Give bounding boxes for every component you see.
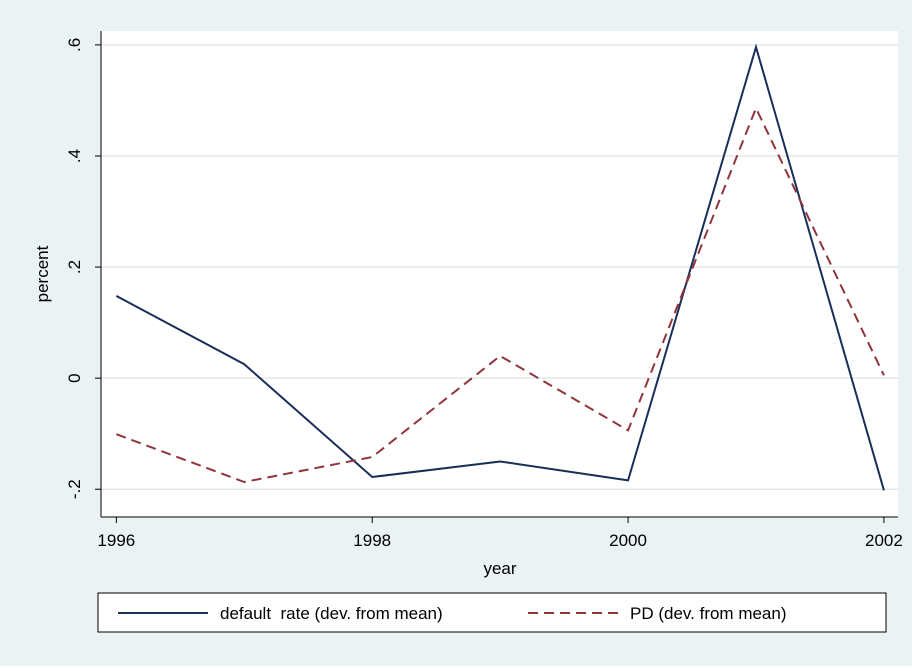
x-tick-label: 2000 <box>609 531 647 550</box>
x-tick-label: 1998 <box>353 531 391 550</box>
x-axis-label: year <box>483 559 516 578</box>
x-tick-label: 2002 <box>865 531 903 550</box>
legend-label: default rate (dev. from mean) <box>220 604 443 623</box>
series-line <box>115 43 885 491</box>
y-tick-label: .6 <box>65 38 84 52</box>
legend-box <box>97 592 887 633</box>
y-tick-label: 0 <box>65 373 84 382</box>
plot-area <box>101 31 898 517</box>
legend-label: PD (dev. from mean) <box>630 604 787 623</box>
y-axis-label: percent <box>33 245 52 302</box>
y-tick-label: .4 <box>65 149 84 163</box>
y-tick-label: .2 <box>65 260 84 274</box>
x-tick-label: 1996 <box>97 531 135 550</box>
series-line <box>116 105 885 484</box>
y-tick-label: -.2 <box>65 479 84 499</box>
